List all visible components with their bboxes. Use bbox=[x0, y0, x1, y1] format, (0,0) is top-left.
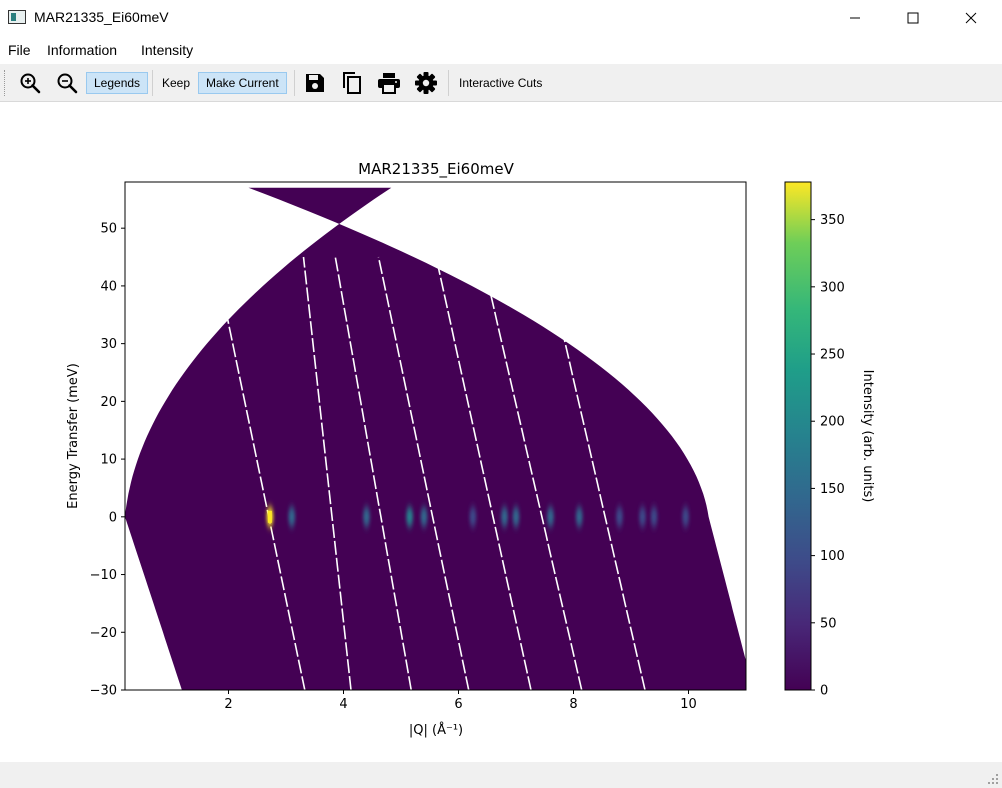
y-axis-ticks: −30 −20 −10 0 10 20 30 40 50 bbox=[90, 222, 125, 699]
heatmap-data bbox=[125, 187, 746, 690]
window-title: MAR21335_Ei60meV bbox=[34, 9, 169, 25]
maximize-icon bbox=[907, 12, 919, 24]
detector-gap bbox=[302, 256, 352, 690]
chart-title: MAR21335_Ei60meV bbox=[358, 160, 514, 179]
zoom-in-icon bbox=[20, 73, 41, 94]
menu-bar: File Information Intensity bbox=[0, 36, 1002, 64]
print-button[interactable] bbox=[376, 70, 402, 96]
y-tick-label: 10 bbox=[100, 453, 117, 468]
x-axis-label: |Q| (Å⁻¹) bbox=[409, 722, 463, 738]
y-tick-label: −20 bbox=[90, 626, 117, 641]
colorbar-tick-label: 100 bbox=[820, 549, 845, 564]
x-axis-ticks: 2 4 6 8 10 bbox=[224, 690, 697, 712]
colorbar-ticks: 0 50 100 150 200 250 300 350 bbox=[811, 213, 845, 699]
bragg-peak bbox=[288, 506, 296, 527]
y-tick-label: 20 bbox=[100, 395, 117, 410]
y-axis-label: Energy Transfer (meV) bbox=[66, 363, 81, 509]
detector-gap bbox=[334, 256, 412, 690]
bragg-peak bbox=[682, 506, 690, 527]
save-icon bbox=[306, 74, 324, 92]
detector-gap bbox=[435, 256, 532, 690]
toolbar: Legends Keep Make Current bbox=[0, 64, 1002, 102]
x-tick-label: 10 bbox=[680, 697, 697, 712]
colorbar bbox=[784, 181, 812, 691]
figure-canvas[interactable]: MAR21335_Ei60meV 2 4 6 8 10 −30 −20 −10 0 10 20 30… bbox=[0, 102, 1002, 762]
y-tick-label: 50 bbox=[100, 222, 117, 237]
toolbar-grip[interactable] bbox=[4, 70, 7, 96]
toolbar-separator bbox=[152, 70, 153, 96]
menu-intensity[interactable]: Intensity bbox=[141, 42, 194, 58]
bragg-peak bbox=[650, 506, 658, 527]
coverage-region bbox=[125, 187, 746, 690]
zoom-in-button[interactable] bbox=[17, 70, 43, 96]
x-tick-label: 2 bbox=[224, 697, 232, 712]
close-button[interactable] bbox=[948, 0, 994, 36]
bragg-peak bbox=[501, 506, 508, 527]
bragg-peak-core bbox=[267, 510, 272, 523]
bragg-peak bbox=[420, 506, 428, 527]
bragg-peak bbox=[575, 506, 583, 527]
y-tick-label: −10 bbox=[90, 568, 117, 583]
print-icon bbox=[378, 73, 400, 94]
minimize-icon bbox=[850, 17, 860, 19]
bragg-peak bbox=[406, 506, 414, 527]
title-bar: MAR21335_Ei60meV bbox=[0, 0, 1002, 36]
colorbar-tick-label: 150 bbox=[820, 482, 845, 497]
save-button[interactable] bbox=[302, 70, 328, 96]
interactive-cuts-button[interactable]: Interactive Cuts bbox=[459, 76, 543, 90]
zoom-out-icon bbox=[57, 73, 78, 94]
detector-gap bbox=[481, 256, 583, 690]
colorbar-tick-label: 0 bbox=[820, 684, 828, 699]
detector-gap bbox=[377, 256, 470, 690]
close-icon bbox=[965, 12, 977, 24]
menu-file[interactable]: File bbox=[8, 42, 31, 58]
colorbar-tick-label: 250 bbox=[820, 348, 845, 363]
y-tick-label: 30 bbox=[100, 337, 117, 352]
menu-information[interactable]: Information bbox=[47, 42, 118, 58]
settings-button[interactable] bbox=[413, 70, 439, 96]
detector-gap bbox=[213, 256, 306, 690]
zoom-out-button[interactable] bbox=[54, 70, 80, 96]
y-tick-label: −30 bbox=[90, 684, 117, 699]
minimize-button[interactable] bbox=[832, 0, 878, 36]
y-tick-label: 40 bbox=[100, 279, 117, 294]
app-icon bbox=[8, 10, 26, 24]
bragg-peak bbox=[512, 506, 520, 527]
make-current-toggle[interactable]: Make Current bbox=[198, 72, 287, 94]
y-tick-label: 0 bbox=[109, 510, 117, 525]
colorbar-tick-label: 350 bbox=[820, 213, 845, 228]
gear-icon bbox=[415, 72, 437, 94]
toolbar-separator bbox=[294, 70, 295, 96]
bragg-peak bbox=[547, 506, 554, 527]
colorbar-tick-label: 50 bbox=[820, 616, 837, 631]
colorbar-tick-label: 200 bbox=[820, 415, 845, 430]
bragg-peak bbox=[639, 506, 646, 527]
axes-frame bbox=[124, 181, 747, 691]
status-bar bbox=[0, 762, 1002, 788]
toolbar-separator bbox=[448, 70, 449, 96]
bragg-peak bbox=[469, 506, 477, 527]
bragg-peak bbox=[363, 506, 370, 527]
x-tick-label: 8 bbox=[569, 697, 577, 712]
x-tick-label: 6 bbox=[454, 697, 462, 712]
legends-toggle[interactable]: Legends bbox=[86, 72, 149, 94]
keep-button[interactable]: Keep bbox=[162, 76, 191, 90]
copy-icon bbox=[343, 72, 361, 94]
colorbar-tick-label: 300 bbox=[820, 280, 845, 295]
colorbar-label: Intensity (arb. units) bbox=[860, 370, 875, 503]
bragg-peak bbox=[616, 506, 623, 527]
copy-button[interactable] bbox=[339, 70, 365, 96]
size-grip-icon[interactable] bbox=[987, 773, 999, 785]
maximize-button[interactable] bbox=[890, 0, 936, 36]
detector-gap bbox=[544, 256, 646, 690]
x-tick-label: 4 bbox=[339, 697, 347, 712]
heatmap-chart[interactable]: MAR21335_Ei60meV 2 4 6 8 10 −30 −20 −10 0 10 20 30… bbox=[0, 102, 1002, 762]
